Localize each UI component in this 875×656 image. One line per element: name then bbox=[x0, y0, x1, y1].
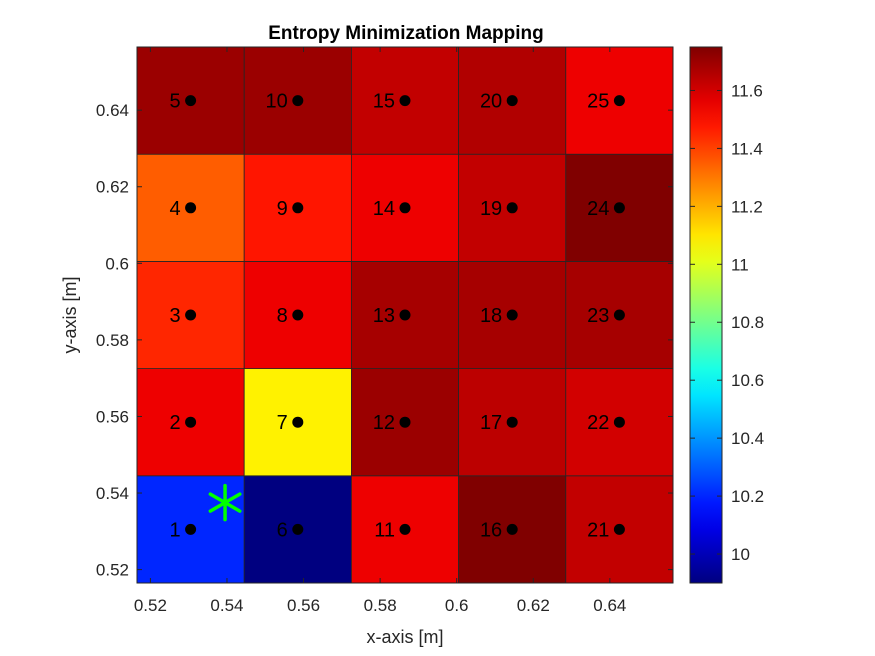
y-tick-label: 0.58 bbox=[96, 331, 129, 350]
y-tick-label: 0.64 bbox=[96, 101, 129, 120]
cell-id-label: 3 bbox=[169, 305, 180, 327]
cell-id-label: 18 bbox=[480, 305, 502, 327]
colorbar-tick-label: 11 bbox=[731, 255, 749, 274]
cell-center-point bbox=[399, 309, 411, 321]
colorbar-tick-label: 10.6 bbox=[731, 371, 764, 390]
cell-id-label: 12 bbox=[373, 412, 395, 434]
cell-center-point bbox=[185, 309, 197, 321]
plot-frame bbox=[136, 46, 674, 584]
cell-id-label: 14 bbox=[373, 198, 395, 220]
cell-center-point bbox=[506, 95, 518, 107]
colorbar-tick-label: 11.6 bbox=[731, 81, 763, 100]
cell-center-point bbox=[185, 202, 197, 214]
cell-center-point bbox=[292, 523, 304, 535]
x-tick-label: 0.58 bbox=[364, 596, 397, 615]
cell-id-label: 8 bbox=[277, 305, 288, 327]
cell-id-label: 17 bbox=[480, 412, 502, 434]
x-tick-label: 0.56 bbox=[287, 596, 320, 615]
cell-id-label: 2 bbox=[169, 412, 180, 434]
cell-center-point bbox=[399, 416, 411, 428]
y-tick-label: 0.56 bbox=[96, 407, 129, 426]
chart-title: Entropy Minimization Mapping bbox=[268, 23, 543, 44]
cell-id-label: 10 bbox=[266, 91, 288, 113]
cell-center-point bbox=[292, 202, 304, 214]
cell-id-label: 13 bbox=[373, 305, 395, 327]
cell-id-label: 5 bbox=[169, 91, 180, 113]
cell-center-point bbox=[292, 309, 304, 321]
cell-id-label: 25 bbox=[587, 91, 609, 113]
y-tick-label: 0.6 bbox=[105, 254, 129, 273]
cell-id-label: 9 bbox=[277, 198, 288, 220]
cell-center-point bbox=[506, 309, 518, 321]
cell-id-label: 16 bbox=[480, 519, 502, 541]
cell-center-point bbox=[292, 95, 304, 107]
y-axis-label: y-axis [m] bbox=[60, 276, 80, 353]
cell-id-label: 20 bbox=[480, 91, 502, 113]
y-tick-label: 0.54 bbox=[96, 484, 129, 503]
cell-id-label: 19 bbox=[480, 198, 502, 220]
colorbar-tick-label: 10.8 bbox=[731, 313, 764, 332]
cell-id-label: 11 bbox=[374, 519, 395, 541]
colorbar-ticks: 10 10.2 10.4 10.6 10.8 11 11.2 11.4 11.6 bbox=[690, 81, 764, 564]
heatmap-cells bbox=[136, 46, 674, 584]
cell-center-points: 1234567891011121314151617181920212223242… bbox=[169, 91, 625, 541]
cell-center-point bbox=[613, 309, 625, 321]
y-tick-label: 0.52 bbox=[96, 561, 129, 580]
cell-center-point bbox=[185, 95, 197, 107]
cell-center-point bbox=[613, 202, 625, 214]
cell-id-label: 4 bbox=[169, 198, 180, 220]
colorbar-tick-label: 10.2 bbox=[731, 487, 764, 506]
best-position-marker bbox=[208, 483, 242, 522]
x-tick-label: 0.64 bbox=[593, 596, 626, 615]
cell-id-label: 23 bbox=[587, 305, 609, 327]
colorbar bbox=[689, 46, 723, 584]
x-tick-label: 0.6 bbox=[445, 596, 469, 615]
cell-center-point bbox=[506, 416, 518, 428]
cell-id-label: 6 bbox=[277, 519, 288, 541]
cell-id-label: 15 bbox=[373, 91, 395, 113]
colorbar-tick-label: 10.4 bbox=[731, 429, 764, 448]
colorbar-tick-label: 11.4 bbox=[731, 139, 763, 158]
colorbar-tick-label: 10 bbox=[731, 545, 750, 564]
x-tick-label: 0.54 bbox=[210, 596, 243, 615]
x-axis-label: x-axis [m] bbox=[366, 627, 443, 647]
marker-stroke bbox=[208, 492, 242, 513]
cell-center-point bbox=[506, 523, 518, 535]
cell-center-point bbox=[292, 416, 304, 428]
y-tick-label: 0.62 bbox=[96, 178, 129, 197]
cell-center-point bbox=[506, 202, 518, 214]
colorbar-tick-label: 11.2 bbox=[731, 197, 763, 216]
y-axis-ticks: 0.52 0.54 0.56 0.58 0.6 0.62 0.64 bbox=[96, 101, 673, 580]
cell-id-label: 21 bbox=[587, 519, 609, 541]
cell-center-point bbox=[613, 523, 625, 535]
cell-center-point bbox=[399, 95, 411, 107]
cell-id-label: 24 bbox=[587, 198, 609, 220]
x-axis-ticks: 0.52 0.54 0.56 0.58 0.6 0.62 0.64 bbox=[134, 47, 626, 615]
x-tick-label: 0.62 bbox=[517, 596, 550, 615]
cell-id-label: 7 bbox=[277, 412, 288, 434]
cell-id-label: 22 bbox=[587, 412, 609, 434]
cell-center-point bbox=[399, 202, 411, 214]
cell-id-label: 1 bbox=[169, 519, 180, 541]
cell-center-point bbox=[185, 416, 197, 428]
x-tick-label: 0.52 bbox=[134, 596, 167, 615]
cell-center-point bbox=[399, 523, 411, 535]
cell-center-point bbox=[613, 95, 625, 107]
cell-center-point bbox=[613, 416, 625, 428]
cell-center-point bbox=[185, 523, 197, 535]
